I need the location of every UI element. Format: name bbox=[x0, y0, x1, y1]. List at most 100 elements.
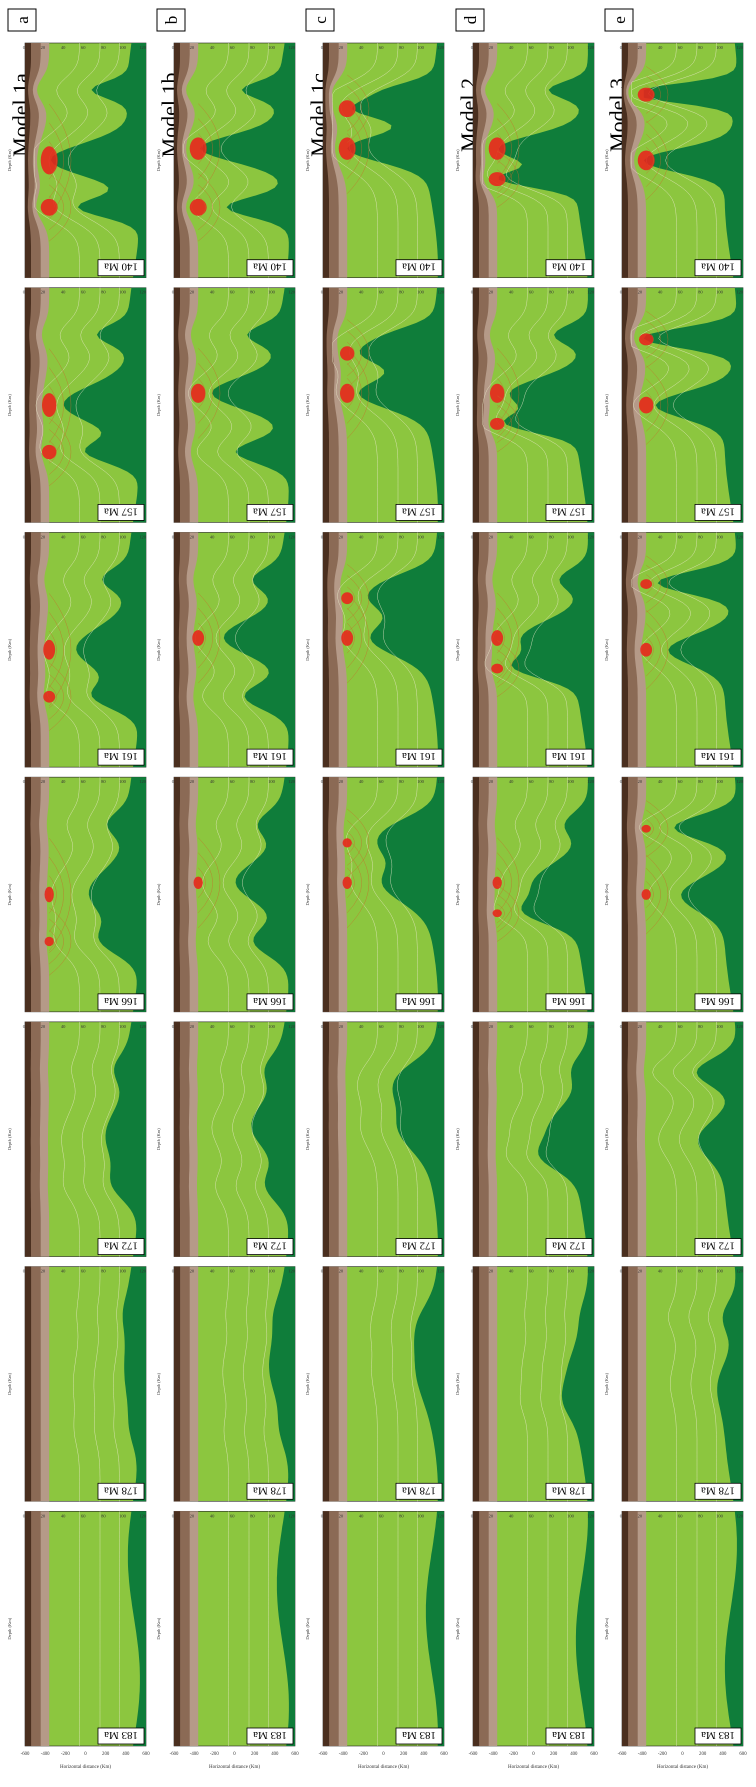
flow-arc bbox=[198, 133, 206, 164]
age-label-box bbox=[395, 259, 443, 277]
isotherm-line bbox=[101, 1021, 120, 1257]
asthenosphere-region bbox=[498, 43, 594, 278]
depth-tick-label: 120 bbox=[587, 45, 595, 50]
isotherm-line bbox=[658, 287, 717, 523]
age-label-box bbox=[395, 504, 443, 521]
isotherm-line bbox=[71, 777, 101, 1012]
age-label: 161 Ma bbox=[253, 750, 287, 762]
depth-tick-label: 40 bbox=[61, 779, 66, 784]
age-label-box bbox=[694, 1238, 742, 1255]
depth-tick-label: 120 bbox=[288, 1513, 296, 1518]
model-panel: 0 20 40 60 80 100 120 Depth (Km) 172 Ma bbox=[305, 1021, 445, 1257]
x-tick-label: -600 bbox=[21, 1752, 30, 1757]
sediment-layer bbox=[473, 532, 479, 768]
model-panel: 0 20 40 60 80 100 120 Depth (Km) 183 Ma bbox=[7, 1510, 147, 1747]
flow-arc bbox=[497, 118, 512, 179]
flow-arc bbox=[646, 365, 669, 445]
asthenosphere-region bbox=[223, 532, 295, 768]
depth-tick-label: 120 bbox=[587, 534, 595, 539]
depth-tick-label: 80 bbox=[698, 534, 703, 539]
isotherm-line bbox=[370, 1266, 378, 1502]
isotherm-line bbox=[631, 43, 677, 278]
flow-arc bbox=[49, 685, 57, 709]
flow-arc bbox=[497, 363, 512, 424]
isotherm-line bbox=[505, 1021, 528, 1257]
sediment-layer bbox=[323, 43, 329, 278]
depth-tick-label: 60 bbox=[678, 1513, 683, 1518]
isotherm-line bbox=[559, 1266, 568, 1502]
melt-zone bbox=[641, 824, 651, 833]
x-tick-label: -200 bbox=[509, 1752, 518, 1757]
flow-arc bbox=[347, 85, 362, 132]
melt-zone bbox=[341, 630, 354, 646]
asthenosphere-region bbox=[425, 1511, 444, 1746]
model-panel: 0 20 40 60 80 100 120 Depth (Km) 183 Ma bbox=[455, 1510, 595, 1747]
asthenosphere-region bbox=[724, 1511, 743, 1746]
model-panel: 0 20 40 60 80 100 120 Depth (Km) 157 Ma bbox=[455, 287, 595, 523]
depth-tick-label: 80 bbox=[250, 1513, 255, 1518]
isotherm-line bbox=[332, 43, 378, 278]
depth-tick-label: 100 bbox=[119, 534, 127, 539]
flow-arc bbox=[347, 319, 370, 388]
isotherm-line bbox=[668, 532, 717, 768]
depth-tick-label: 60 bbox=[81, 45, 86, 50]
flow-arc bbox=[49, 612, 64, 688]
isotherm-line bbox=[668, 1266, 677, 1502]
x-tick-label: 0 bbox=[681, 1752, 684, 1757]
depth-tick-label: 120 bbox=[139, 290, 147, 295]
depth-tick-label: 100 bbox=[716, 45, 724, 50]
age-label: 183 Ma bbox=[701, 1729, 735, 1741]
flow-arc bbox=[49, 348, 72, 462]
flow-arc bbox=[646, 610, 669, 690]
x-tick-label: -600 bbox=[319, 1752, 328, 1757]
flow-arc bbox=[646, 329, 654, 349]
depth-tick-label: 100 bbox=[268, 534, 276, 539]
flow-arc bbox=[646, 809, 661, 848]
isotherm-line bbox=[34, 43, 80, 278]
sediment-layer bbox=[25, 1021, 31, 1257]
flow-arc bbox=[347, 564, 370, 633]
age-label-box bbox=[694, 1482, 742, 1500]
depth-tick-label: 20 bbox=[489, 45, 494, 50]
flow-arc bbox=[497, 103, 520, 194]
depth-tick-label: 100 bbox=[268, 1269, 276, 1274]
age-label-box bbox=[246, 259, 294, 277]
age-label-box bbox=[545, 748, 593, 766]
depth-tick-label: 0 bbox=[620, 779, 623, 784]
depth-axis-label: Depth (Km) bbox=[455, 1372, 460, 1394]
isotherm-line bbox=[648, 42, 717, 278]
depth-tick-label: 40 bbox=[509, 1024, 514, 1029]
flow-arc bbox=[49, 103, 72, 217]
depth-tick-label: 80 bbox=[549, 1513, 554, 1518]
depth-axis-label: Depth (Km) bbox=[7, 883, 12, 905]
age-label: 157 Ma bbox=[701, 505, 735, 517]
isotherm-line bbox=[113, 1266, 120, 1502]
age-label-box bbox=[545, 259, 593, 277]
model-panel: 0 20 40 60 80 100 120 Depth (Km) 178 Ma bbox=[305, 1266, 445, 1502]
depth-axis-label: Depth (Km) bbox=[305, 149, 310, 171]
model-panel: 0 20 40 60 80 100 120 Depth (Km) 183 Ma bbox=[156, 1510, 296, 1747]
model-panel: 0 20 40 60 80 100 120 Depth (Km) 161 Ma bbox=[455, 532, 595, 768]
sediment-layer bbox=[25, 43, 31, 278]
asthenosphere-region bbox=[575, 1511, 594, 1746]
depth-axis-label: Depth (Km) bbox=[7, 1128, 12, 1150]
model-panel: 0 20 40 60 80 100 120 Depth (Km) 172 Ma bbox=[604, 1021, 744, 1257]
melt-zone bbox=[193, 876, 203, 889]
sediment-layer bbox=[473, 287, 479, 523]
depth-axis-label: Depth (Km) bbox=[7, 638, 12, 660]
flow-arc bbox=[646, 310, 669, 368]
depth-tick-label: 20 bbox=[41, 779, 46, 784]
flow-arc bbox=[497, 884, 520, 942]
isotherm-line bbox=[201, 43, 250, 278]
model-panel: 0 20 40 60 80 100 120 Depth (Km) 161 Ma bbox=[604, 532, 744, 768]
flow-arc bbox=[497, 894, 512, 933]
melt-zone bbox=[492, 909, 502, 918]
depth-tick-label: 20 bbox=[41, 1513, 46, 1518]
isotherm-line bbox=[68, 42, 120, 278]
depth-tick-label: 60 bbox=[230, 534, 235, 539]
flow-arc bbox=[198, 348, 221, 439]
flow-arc bbox=[646, 391, 654, 419]
model-panel: 0 20 40 60 80 100 120 Depth (Km) 172 Ma bbox=[156, 1021, 296, 1257]
depth-tick-label: 0 bbox=[172, 1513, 175, 1518]
